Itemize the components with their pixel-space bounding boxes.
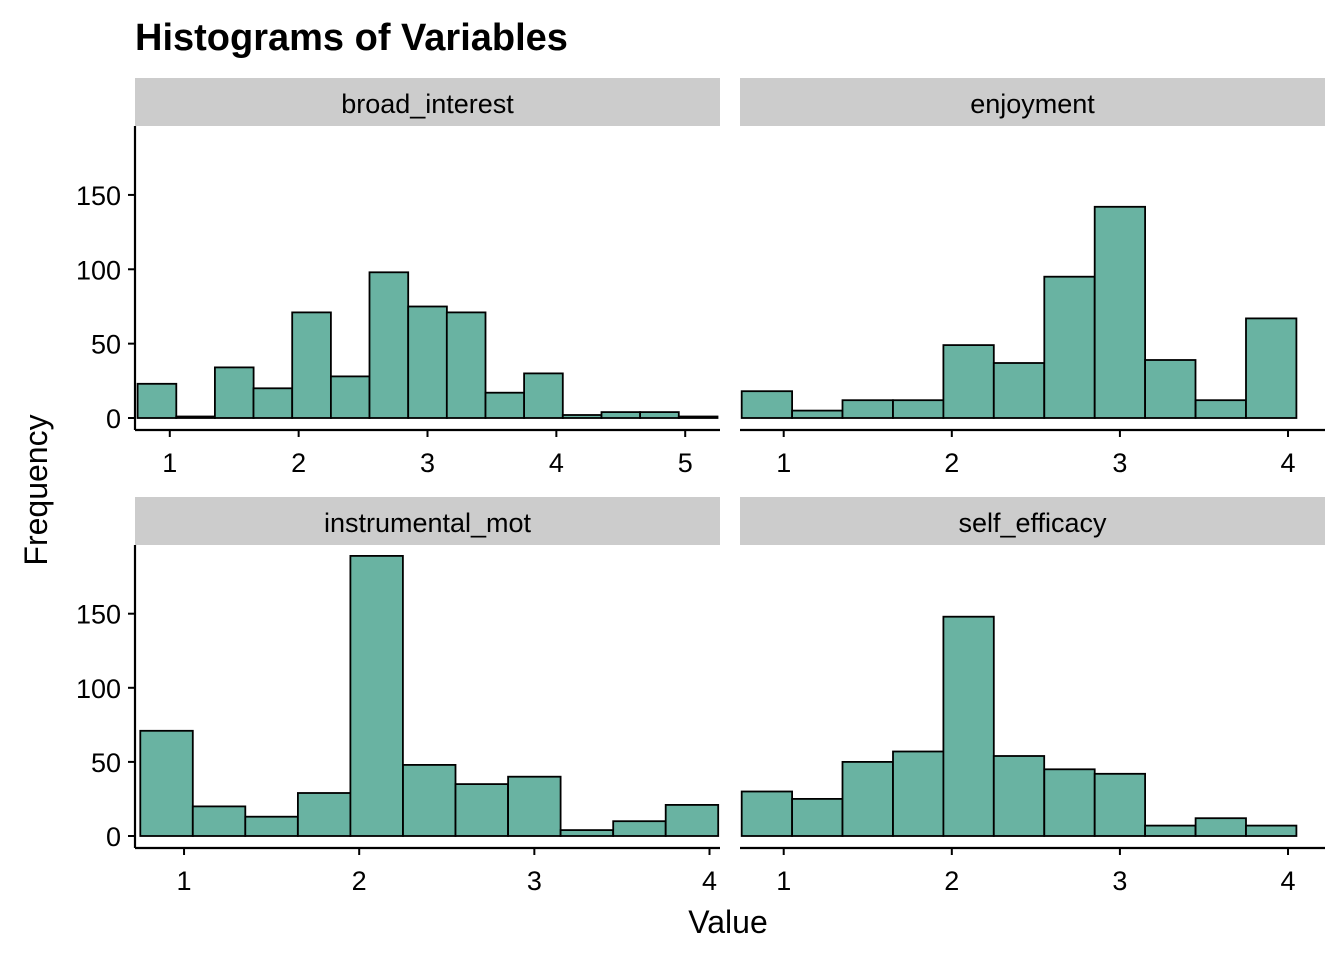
histogram-bar (1093, 772, 1146, 837)
bars-instrumental_mot (139, 555, 720, 837)
x-tick-label: 3 (1112, 448, 1127, 478)
histogram-bar (1144, 824, 1197, 837)
y-tick-label: 100 (76, 255, 121, 285)
y-axis-title: Frequency (18, 414, 54, 565)
histogram-bar (507, 775, 562, 837)
y-tick-label: 50 (91, 330, 121, 360)
histogram-bar (244, 815, 299, 837)
histogram-bar (639, 411, 680, 419)
facet-strip-label: self_efficacy (958, 508, 1107, 538)
histogram-bar (740, 390, 794, 419)
histogram-bar (213, 366, 255, 419)
bars-self_efficacy (740, 615, 1298, 837)
histogram-bar (368, 271, 410, 419)
histogram-bar (1043, 768, 1096, 837)
histogram-bar (992, 755, 1046, 837)
facet-strip-label: broad_interest (341, 89, 514, 119)
histogram-bar (892, 750, 945, 837)
y-tick-label: 100 (76, 674, 121, 704)
histogram-bar (841, 761, 894, 837)
histogram-bar (677, 415, 719, 419)
histogram-bar (612, 820, 667, 837)
y-tick-label: 150 (76, 181, 121, 211)
histogram-bar (1093, 205, 1146, 419)
bars-broad_interest (136, 271, 719, 419)
x-tick-label: 5 (678, 448, 693, 478)
y-tick-label: 150 (76, 600, 121, 630)
histogram-bar (1043, 275, 1096, 419)
histogram-bar (191, 805, 247, 837)
x-tick-label: 3 (527, 866, 542, 896)
histogram-bar (484, 391, 526, 419)
histogram-bar (1144, 359, 1197, 419)
histogram-bar (1194, 399, 1247, 419)
histogram-bar (175, 415, 216, 419)
facet-instrumental_mot: instrumental_mot 1 2 3 4 0 50 100 150 (76, 497, 720, 896)
facet-strip-label: instrumental_mot (324, 508, 532, 538)
histogram-bar (523, 372, 564, 419)
histogram-bar (841, 399, 894, 419)
facet-strip (740, 78, 1325, 126)
facet-strip (740, 497, 1325, 545)
x-tick-label: 1 (177, 866, 192, 896)
x-tick-label: 2 (944, 866, 959, 896)
facet-strip (135, 497, 720, 545)
x-tick-label: 4 (549, 448, 564, 478)
histogram-bar (291, 311, 332, 419)
histogram-bar (454, 783, 509, 837)
histogram-bar (1245, 317, 1298, 419)
bars-enjoyment (740, 205, 1298, 419)
histogram-bar (740, 790, 794, 837)
histogram-bar (992, 362, 1046, 419)
histogram-bar (402, 764, 457, 837)
histogram-bar (139, 729, 194, 837)
facet-strip (135, 78, 720, 126)
histogram-bar (136, 382, 178, 419)
x-tick-label: 3 (1112, 866, 1127, 896)
histogram-bar (942, 615, 995, 837)
x-tick-label: 1 (162, 448, 177, 478)
x-tick-label: 1 (776, 866, 791, 896)
chart-title: Histograms of Variables (135, 17, 568, 59)
x-tick-label: 4 (702, 866, 717, 896)
histogram-bar (559, 829, 614, 837)
facet-enjoyment: enjoyment 1 2 3 4 (740, 78, 1325, 478)
facet-self_efficacy: self_efficacy 1 2 3 4 (740, 497, 1325, 896)
histogram-bar (664, 804, 720, 837)
x-tick-label: 4 (1281, 866, 1296, 896)
y-tick-label: 50 (91, 748, 121, 778)
x-tick-label: 3 (420, 448, 435, 478)
histogram-bar (791, 409, 844, 419)
x-tick-label: 2 (944, 448, 959, 478)
histogram-bar (445, 311, 487, 419)
y-tick-label: 0 (106, 404, 121, 434)
histogram-bar (561, 414, 603, 419)
facet-strip-label: enjoyment (970, 89, 1095, 119)
histogram-bar (349, 555, 404, 837)
histogram-bar (1194, 817, 1247, 837)
x-tick-label: 2 (291, 448, 306, 478)
histogram-bar (892, 399, 945, 419)
histogram-bar (1245, 824, 1298, 837)
histogram-bar (791, 798, 844, 837)
histogram-bar (252, 387, 294, 419)
x-axis-title: Value (688, 904, 767, 940)
x-tick-label: 4 (1281, 448, 1296, 478)
x-tick-label: 1 (776, 448, 791, 478)
x-tick-label: 2 (352, 866, 367, 896)
histogram-bar (329, 375, 371, 419)
y-tick-label: 0 (106, 822, 121, 852)
histogram-bar (407, 305, 448, 419)
histogram-bar (600, 411, 642, 419)
histogram-bar (296, 792, 352, 837)
histogram-bar (942, 344, 995, 419)
